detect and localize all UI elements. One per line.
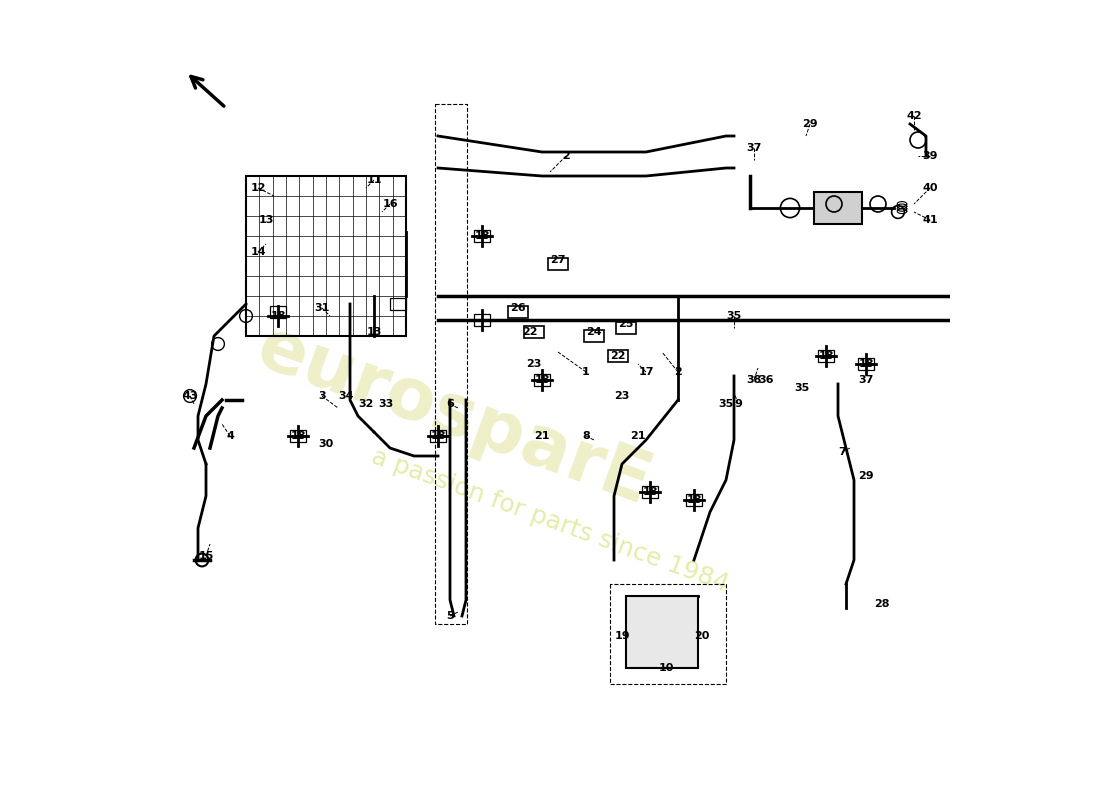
Text: 31: 31 — [315, 303, 330, 313]
Text: 2: 2 — [562, 151, 570, 161]
Text: 22: 22 — [610, 351, 626, 361]
Bar — [549, 258, 568, 270]
Text: 42: 42 — [906, 111, 922, 121]
Text: 32: 32 — [359, 399, 374, 409]
Text: 11: 11 — [366, 175, 382, 185]
Bar — [626, 596, 698, 668]
Text: 18: 18 — [474, 231, 490, 241]
Text: 27: 27 — [550, 255, 565, 265]
Bar — [508, 306, 528, 318]
Text: 35: 35 — [718, 399, 734, 409]
Bar — [270, 306, 286, 318]
Bar — [534, 374, 550, 386]
Text: 23: 23 — [614, 391, 629, 401]
Text: 18: 18 — [686, 495, 702, 505]
Text: 29: 29 — [858, 471, 873, 481]
Text: 29: 29 — [802, 119, 817, 129]
Text: 35: 35 — [726, 311, 741, 321]
Text: 18: 18 — [430, 431, 446, 441]
Text: 13: 13 — [258, 215, 274, 225]
Text: 37: 37 — [858, 375, 873, 385]
Text: 3: 3 — [318, 391, 326, 401]
Bar — [814, 192, 862, 224]
Text: 2: 2 — [674, 367, 682, 377]
Text: 17: 17 — [638, 367, 653, 377]
Text: 6: 6 — [447, 399, 454, 409]
Text: 13: 13 — [366, 327, 382, 337]
Text: eurosparE: eurosparE — [248, 313, 660, 519]
Text: 9: 9 — [734, 399, 741, 409]
Text: 18: 18 — [642, 487, 658, 497]
Text: 34: 34 — [339, 391, 354, 401]
Bar — [584, 330, 604, 342]
Text: 20: 20 — [694, 631, 710, 641]
Bar — [818, 350, 834, 362]
Text: 41: 41 — [922, 215, 938, 225]
Bar — [858, 358, 874, 370]
Text: 10: 10 — [658, 663, 673, 673]
Text: 35: 35 — [794, 383, 810, 393]
Text: 24: 24 — [586, 327, 602, 337]
Text: 23: 23 — [526, 359, 541, 369]
Text: 18: 18 — [818, 351, 834, 361]
Text: 4: 4 — [227, 431, 234, 441]
Text: 26: 26 — [510, 303, 526, 313]
Text: 7: 7 — [838, 447, 846, 457]
Text: 30: 30 — [318, 439, 333, 449]
Text: 12: 12 — [251, 183, 266, 193]
Bar — [642, 486, 658, 498]
Text: 1: 1 — [582, 367, 590, 377]
Bar — [474, 314, 490, 326]
Bar — [430, 430, 446, 442]
Bar — [686, 494, 702, 506]
Text: 40: 40 — [922, 183, 937, 193]
Text: a passion for parts since 1984: a passion for parts since 1984 — [368, 444, 732, 596]
Text: 33: 33 — [378, 399, 394, 409]
Text: 19: 19 — [614, 631, 630, 641]
Text: 18: 18 — [271, 311, 286, 321]
Text: 18: 18 — [290, 431, 306, 441]
Text: 18: 18 — [858, 359, 873, 369]
Bar — [246, 176, 406, 336]
Bar — [474, 230, 490, 242]
Text: 14: 14 — [250, 247, 266, 257]
Bar — [608, 350, 628, 362]
Bar — [290, 430, 306, 442]
Text: 25: 25 — [618, 319, 634, 329]
Text: 28: 28 — [874, 599, 890, 609]
Bar — [525, 326, 543, 338]
Text: 5: 5 — [447, 611, 454, 621]
Text: 18: 18 — [535, 375, 550, 385]
Text: 21: 21 — [630, 431, 646, 441]
Text: 38: 38 — [746, 375, 761, 385]
Bar — [616, 322, 636, 334]
Text: 21: 21 — [535, 431, 550, 441]
Text: 39: 39 — [922, 151, 937, 161]
Text: 37: 37 — [746, 143, 761, 153]
Text: 22: 22 — [522, 327, 538, 337]
Bar — [390, 298, 406, 310]
Text: 15: 15 — [198, 551, 213, 561]
Text: 8: 8 — [582, 431, 590, 441]
Text: 16: 16 — [382, 199, 398, 209]
Text: 43: 43 — [183, 391, 198, 401]
Text: 36: 36 — [758, 375, 773, 385]
